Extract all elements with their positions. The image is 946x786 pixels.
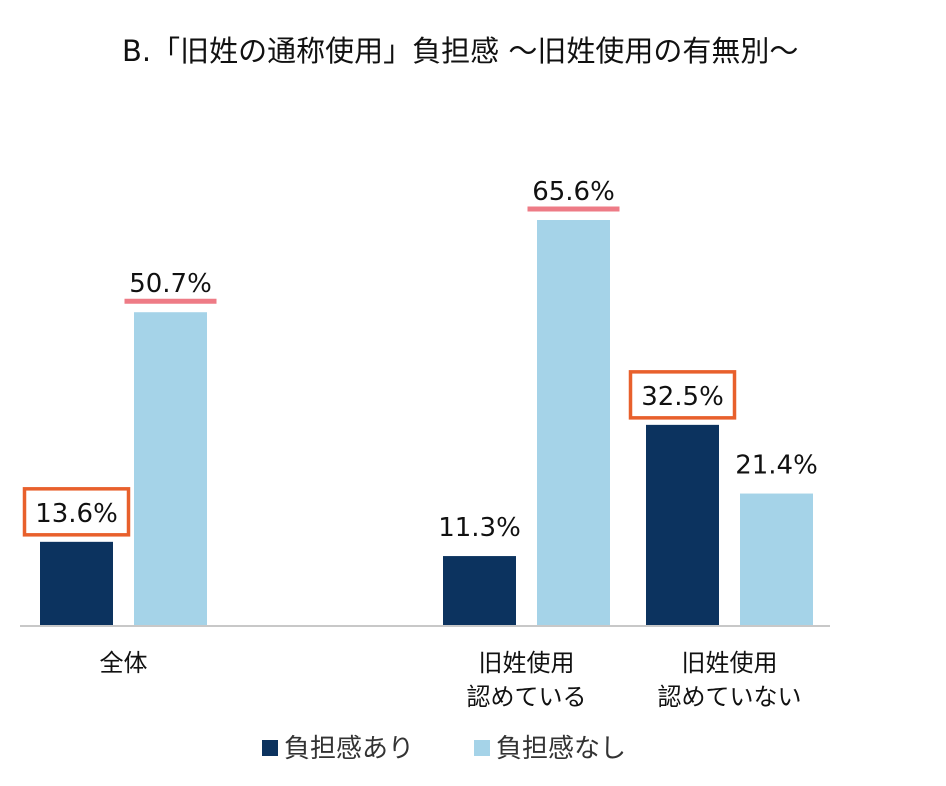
data-label-s0-c2: 32.5% [641,382,724,412]
data-label-s1-c0: 50.7% [129,269,212,299]
highlight-box-s0-c2 [628,370,737,420]
data-labels-group: 13.6% 11.3% 32.5% 50.7% 65.6% 21.4% [22,177,818,543]
data-label-s0-c1: 11.3% [438,513,521,543]
bar-s1-c1 [537,220,610,626]
data-label-s1-c2: 21.4% [735,451,818,481]
category-label-2-line-0: 旧姓使用 [682,649,778,677]
category-label-0-line-0: 全体 [100,649,148,677]
category-label-1-line-1: 認めている [467,683,587,711]
data-label-s0-c0: 13.6% [35,499,118,529]
legend-swatch-0 [262,740,278,756]
legend: 負担感あり 負担感なし [262,734,626,764]
bar-s0-c2 [646,424,719,626]
highlight-box-s0-c0 [22,487,131,537]
bar-s1-c2 [740,493,813,626]
bar-s1-c0 [134,312,207,626]
legend-label-1: 負担感なし [496,734,626,764]
chart-title: B.「旧姓の通称使用」負担感 ～旧姓使用の有無別～ [122,34,798,68]
category-label-2-line-1: 認めていない [658,683,802,711]
bar-s0-c1 [443,556,516,626]
legend-label-0: 負担感あり [284,734,414,764]
data-label-s1-c1: 65.6% [532,177,615,207]
category-label-1-line-0: 旧姓使用 [479,649,575,677]
bars-group [40,220,813,626]
bar-s0-c0 [40,541,113,626]
legend-swatch-1 [474,740,490,756]
